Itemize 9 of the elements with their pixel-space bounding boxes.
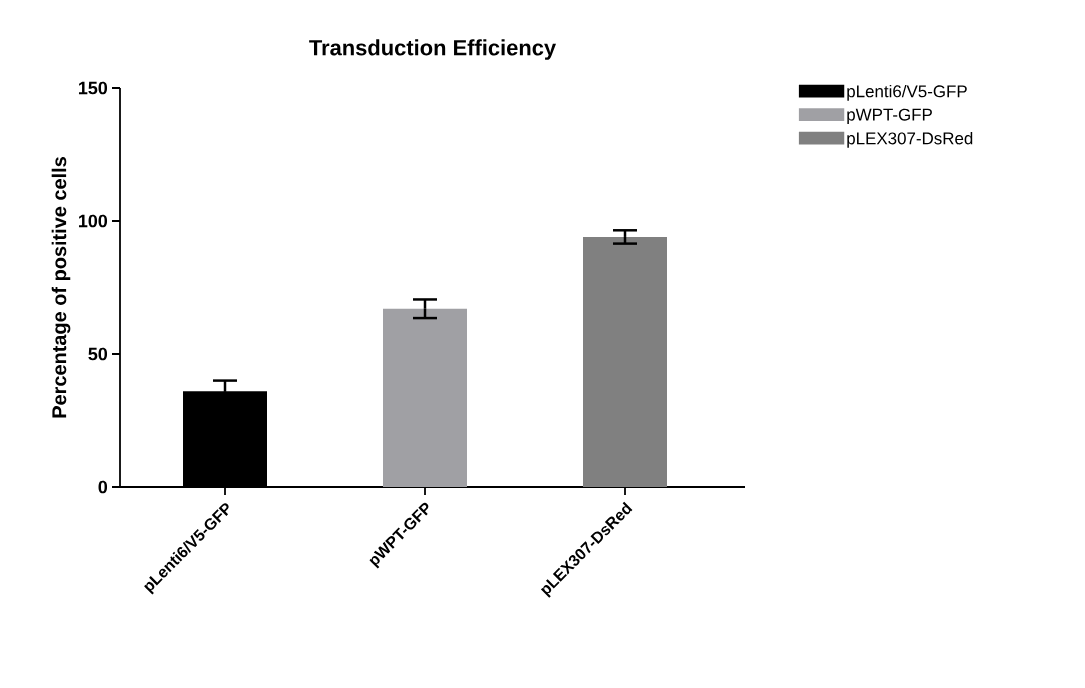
legend-label: pWPT-GFP [847, 108, 932, 124]
y-tick-label: 0 [98, 480, 108, 494]
legend-label: pLenti6/V5-GFP [847, 84, 967, 101]
y-tick-label: 150 [78, 81, 108, 95]
y-tick-label: 50 [88, 347, 108, 361]
y-tick-label: 100 [78, 214, 108, 228]
chart-title: Transduction Efficiency [309, 39, 557, 60]
y-axis-title: Percentage of positive cells [51, 157, 71, 418]
legend-label: pLEX307-DsRed [847, 131, 973, 148]
